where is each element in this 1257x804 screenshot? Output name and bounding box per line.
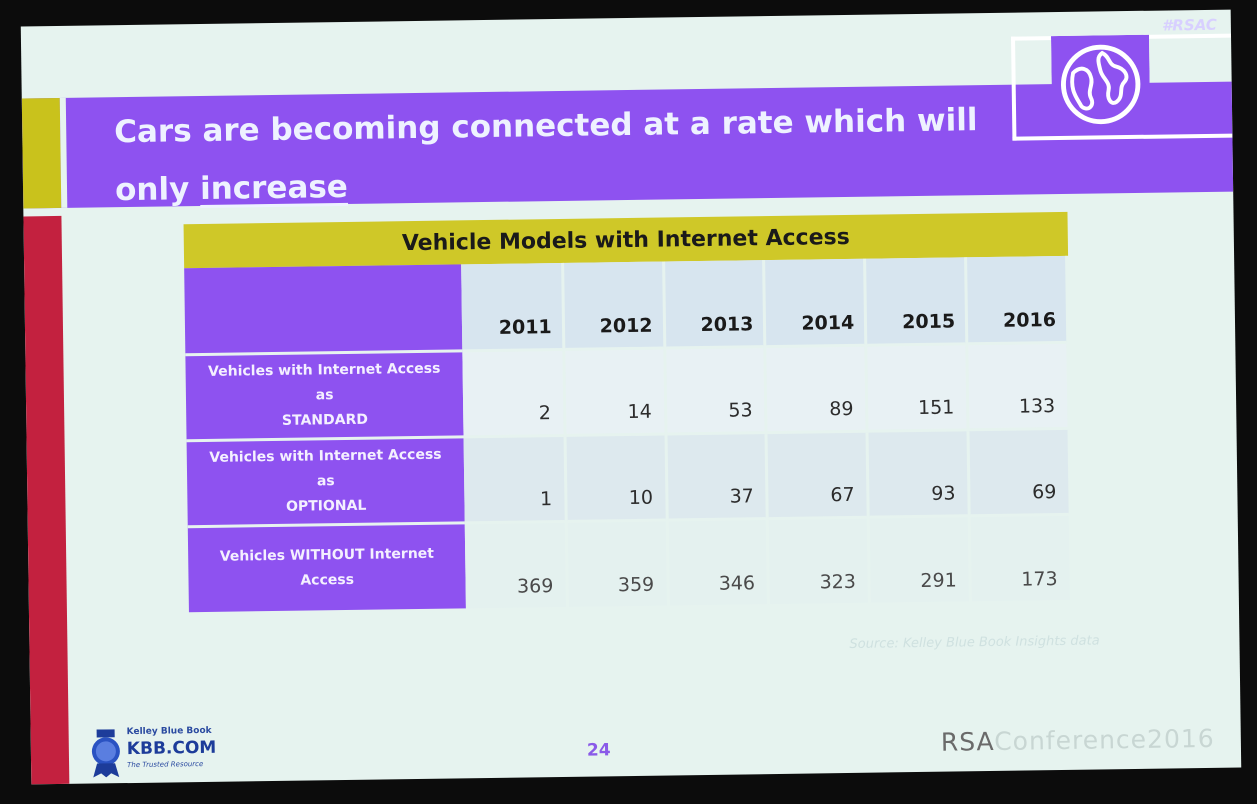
kbb-logo-name: KBB.COM (126, 737, 217, 760)
table-cell: 69 (968, 427, 1071, 516)
table-cell: 1 (463, 434, 566, 523)
row-label: Vehicles with Internet Access as OPTIONA… (186, 436, 466, 527)
year-header: 2013 (663, 260, 766, 348)
kbb-badge-icon (91, 729, 120, 778)
table-row-standard: Vehicles with Internet Access as STANDAR… (185, 341, 1069, 441)
row-label: Vehicles with Internet Access as STANDAR… (185, 350, 464, 441)
year-header: 2015 (864, 257, 967, 345)
row-label-line2: Access (300, 571, 355, 589)
kbb-logo-tagline: The Trusted Resource (127, 760, 204, 770)
row-label-line2: STANDARD (281, 411, 369, 429)
slide-title-emphasis: increase (199, 168, 349, 207)
header-corner (184, 264, 463, 355)
table-cell: 346 (666, 518, 769, 606)
slide-title-line2: only increase (115, 149, 996, 219)
table-cell: 291 (868, 515, 971, 603)
table-cell: 369 (465, 520, 568, 609)
table-cell: 93 (867, 429, 970, 517)
row-label-line2: OPTIONAL (285, 497, 367, 515)
row-label-line1: Vehicles with Internet Access as (209, 446, 442, 489)
footer-brand: RSAConference2016 (941, 724, 1215, 757)
year-header-row: 2011 2012 2013 2014 2015 2016 (184, 255, 1068, 355)
rsac-hashtag: #RSAC (1161, 15, 1217, 35)
table-cell: 37 (665, 432, 768, 520)
internet-access-table: Vehicle Models with Internet Access 2011… (183, 211, 1073, 613)
footer-brand-conference: Conference2016 (994, 723, 1215, 756)
table-cell: 89 (765, 344, 868, 433)
globe-icon (1051, 34, 1151, 135)
slide-title-prefix: only (114, 170, 201, 209)
table-cell: 14 (563, 347, 666, 435)
table-cell: 173 (969, 513, 1072, 602)
table-cell: 323 (767, 516, 870, 605)
year-header: 2016 (965, 255, 1068, 344)
source-note: Source: Kelley Blue Book Insights data (849, 633, 1100, 652)
data-grid: 2011 2012 2013 2014 2015 2016 Vehicles w… (184, 255, 1073, 613)
table-cell: 133 (966, 341, 1069, 430)
table-cell: 151 (866, 343, 969, 431)
table-cell: 359 (565, 519, 668, 607)
year-header: 2011 (461, 262, 564, 351)
page-number: 24 (586, 740, 611, 761)
table-row-without: Vehicles WITHOUT Internet Access 369 359… (187, 513, 1072, 613)
table-cell: 53 (664, 346, 767, 434)
row-label-line1: Vehicles with Internet Access as (208, 360, 441, 403)
row-label-line1: Vehicles WITHOUT Internet (219, 545, 435, 565)
year-header: 2012 (562, 261, 665, 349)
table-cell: 2 (462, 348, 565, 437)
slide-title-line1: Cars are becoming connected at a rate wh… (114, 102, 978, 151)
accent-bar-yellow (21, 97, 62, 209)
kbb-logo-top-line: Kelley Blue Book (126, 725, 212, 738)
kbb-logo: Kelley Blue Book KBB.COM The Trusted Res… (89, 723, 270, 782)
presentation-slide: Cars are becoming connected at a rate wh… (20, 9, 1242, 785)
year-header: 2014 (764, 258, 867, 347)
table-cell: 67 (766, 430, 869, 519)
row-label: Vehicles WITHOUT Internet Access (187, 522, 467, 613)
table-row-optional: Vehicles with Internet Access as OPTIONA… (186, 427, 1071, 527)
table-cell: 10 (564, 433, 667, 521)
footer-brand-rsa: RSA (940, 726, 995, 757)
slide-title: Cars are becoming connected at a rate wh… (114, 91, 996, 219)
accent-bar-red (23, 215, 70, 785)
